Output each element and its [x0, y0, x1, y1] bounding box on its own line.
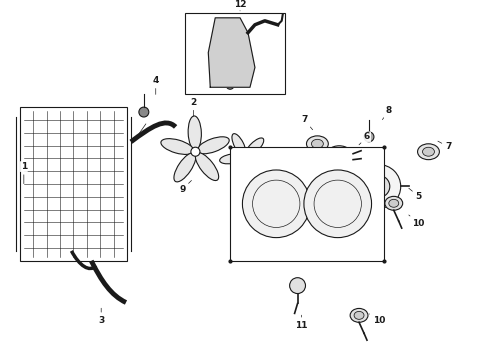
Circle shape	[243, 170, 310, 238]
Ellipse shape	[325, 146, 353, 168]
Ellipse shape	[253, 190, 276, 204]
Bar	[186, 13, 285, 94]
Text: 11: 11	[295, 315, 308, 330]
Ellipse shape	[417, 144, 440, 160]
Circle shape	[364, 132, 374, 142]
Text: 10: 10	[409, 215, 425, 228]
Text: 8: 8	[382, 105, 392, 120]
Ellipse shape	[276, 204, 290, 226]
Ellipse shape	[197, 137, 229, 154]
Circle shape	[139, 107, 149, 117]
Circle shape	[191, 147, 200, 156]
Circle shape	[304, 170, 371, 238]
Text: 1: 1	[21, 162, 27, 184]
Circle shape	[290, 278, 305, 293]
Circle shape	[344, 200, 350, 207]
Ellipse shape	[354, 311, 364, 319]
Circle shape	[314, 180, 362, 228]
Ellipse shape	[245, 138, 264, 156]
Circle shape	[226, 81, 234, 89]
Text: 12: 12	[234, 0, 246, 11]
Text: 5: 5	[409, 188, 422, 201]
Text: 7: 7	[438, 141, 451, 151]
Ellipse shape	[389, 199, 399, 207]
Ellipse shape	[324, 190, 346, 204]
Polygon shape	[208, 18, 255, 87]
Ellipse shape	[232, 134, 246, 156]
Ellipse shape	[344, 178, 354, 202]
Ellipse shape	[188, 116, 201, 150]
Ellipse shape	[174, 153, 196, 182]
Ellipse shape	[350, 309, 368, 322]
Ellipse shape	[385, 196, 403, 210]
Text: 2: 2	[190, 98, 196, 116]
Text: 7: 7	[301, 116, 313, 130]
Bar	[20, 107, 127, 261]
Text: 4: 4	[152, 76, 159, 94]
Circle shape	[242, 153, 248, 160]
Ellipse shape	[278, 196, 302, 206]
Bar	[230, 147, 384, 261]
Text: 6: 6	[359, 132, 370, 145]
Ellipse shape	[273, 178, 284, 202]
Ellipse shape	[161, 139, 194, 154]
Ellipse shape	[330, 150, 348, 164]
Ellipse shape	[258, 204, 276, 222]
Ellipse shape	[329, 204, 347, 222]
Circle shape	[368, 176, 390, 197]
Ellipse shape	[306, 136, 328, 152]
Ellipse shape	[348, 196, 372, 206]
Ellipse shape	[246, 156, 268, 170]
Circle shape	[252, 180, 300, 228]
Ellipse shape	[220, 154, 244, 164]
Text: 10: 10	[369, 314, 385, 325]
Ellipse shape	[346, 204, 361, 226]
Ellipse shape	[238, 158, 248, 182]
Ellipse shape	[312, 139, 323, 148]
Circle shape	[273, 200, 280, 207]
Text: 3: 3	[98, 308, 104, 325]
Ellipse shape	[422, 147, 435, 156]
Text: 9: 9	[179, 180, 192, 194]
Ellipse shape	[196, 153, 219, 181]
Circle shape	[357, 165, 401, 208]
